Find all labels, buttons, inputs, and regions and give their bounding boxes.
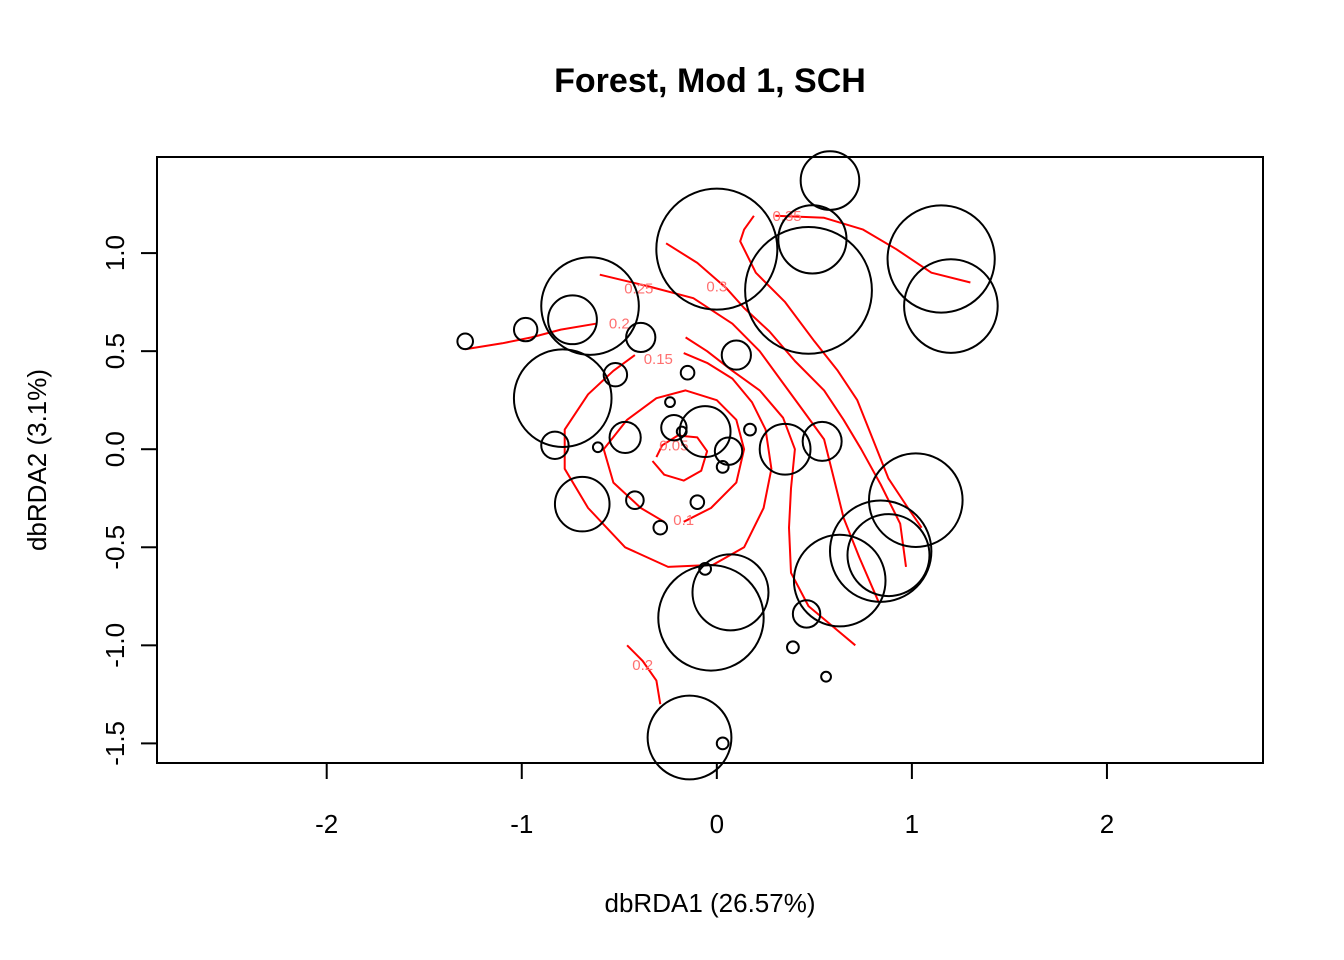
contour-layer: 0.350.30.250.20.150.050.10.2 — [465, 208, 971, 705]
plot-frame — [156, 156, 1264, 764]
contour-line — [775, 214, 971, 284]
data-point — [903, 258, 999, 354]
data-point — [679, 364, 696, 381]
contour-label: 0.25 — [624, 280, 653, 297]
data-point — [744, 225, 873, 355]
y-tick-label: 0.0 — [100, 431, 130, 467]
x-tick-label: 2 — [1100, 809, 1114, 839]
data-point — [720, 339, 752, 371]
data-point — [678, 405, 732, 458]
data-point — [867, 452, 964, 549]
contour-label: 0.1 — [673, 512, 694, 529]
contour-line — [651, 434, 709, 482]
contour-label: 0.2 — [632, 657, 653, 674]
data-point — [715, 459, 730, 474]
data-point — [664, 396, 676, 409]
data-point — [846, 513, 931, 598]
y-axis: -1.5 -1.0 -0.5 0.0 0.5 1.0 — [100, 235, 158, 766]
contour-label: 0.3 — [706, 278, 727, 295]
contour-line — [563, 352, 773, 568]
data-point — [801, 420, 843, 462]
data-point — [777, 204, 848, 275]
y-tick-label: 1.0 — [100, 235, 130, 271]
x-axis-label: dbRDA1 (26.57%) — [605, 888, 816, 918]
data-point — [791, 599, 822, 629]
data-point — [553, 475, 611, 533]
data-point — [691, 553, 770, 632]
x-tick-label: 0 — [710, 809, 724, 839]
contour-line — [626, 644, 662, 705]
contour-line — [685, 336, 856, 647]
data-point — [675, 425, 688, 438]
data-point — [792, 533, 887, 628]
contour-line — [665, 242, 907, 568]
data-point — [540, 256, 640, 356]
data-point — [820, 670, 832, 683]
contour-line — [602, 389, 746, 523]
data-point — [652, 519, 669, 536]
data-point — [758, 422, 812, 476]
data-point — [715, 736, 730, 751]
data-point — [602, 361, 629, 388]
data-point — [689, 494, 706, 510]
data-point — [547, 294, 598, 346]
data-point — [660, 413, 688, 442]
data-point — [591, 441, 604, 454]
data-point — [512, 316, 539, 343]
data-point — [608, 420, 642, 455]
data-point — [540, 430, 570, 460]
x-tick-label: -1 — [510, 809, 533, 839]
data-point — [886, 204, 996, 314]
contour-line — [599, 273, 880, 603]
contour-label: 0.2 — [609, 316, 630, 333]
data-point — [646, 694, 733, 781]
y-tick-label: -1.5 — [100, 721, 130, 766]
point-layer — [456, 150, 999, 781]
x-axis: -2 -1 0 1 2 — [315, 762, 1114, 839]
contour-line — [465, 322, 597, 351]
data-point — [786, 640, 800, 655]
data-point — [625, 321, 657, 354]
contour-label: 0.15 — [644, 351, 673, 368]
x-tick-label: -2 — [315, 809, 338, 839]
y-tick-label: 0.5 — [100, 333, 130, 369]
contour-line — [739, 215, 923, 529]
data-point — [799, 150, 861, 211]
data-point — [657, 564, 765, 672]
data-point — [625, 490, 645, 511]
data-point — [743, 422, 757, 437]
y-tick-label: -0.5 — [100, 525, 130, 570]
y-axis-label: dbRDA2 (3.1%) — [22, 369, 52, 551]
chart-title: Forest, Mod 1, SCH — [554, 62, 866, 100]
data-point — [456, 332, 474, 351]
data-point — [512, 348, 613, 449]
x-tick-label: 1 — [905, 809, 919, 839]
data-point — [655, 187, 779, 311]
y-tick-label: -1.0 — [100, 623, 130, 668]
